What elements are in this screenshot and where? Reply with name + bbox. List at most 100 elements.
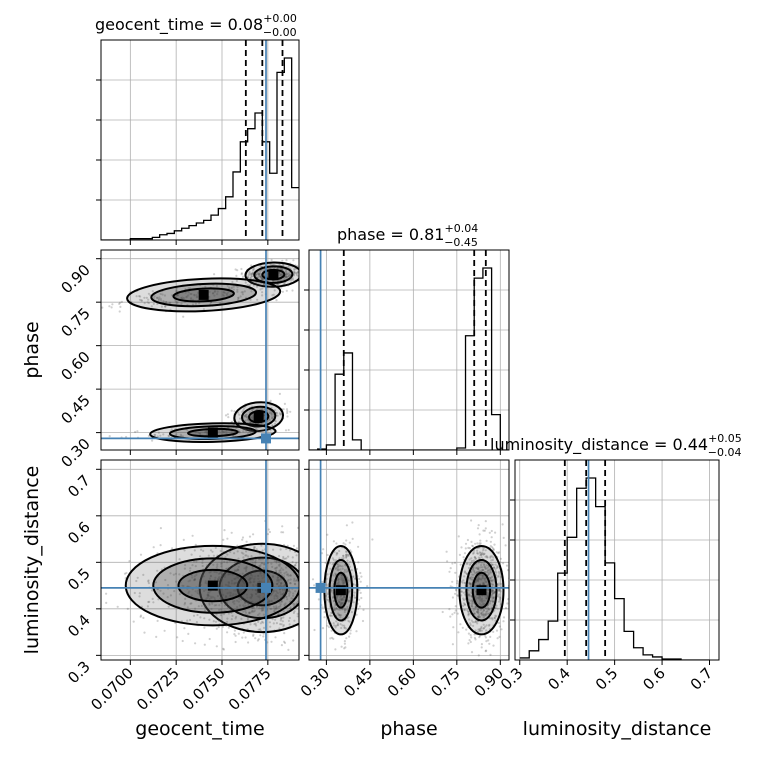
sample-point (469, 622, 472, 625)
sample-point (242, 631, 245, 634)
sample-point (465, 628, 468, 631)
sample-point (233, 589, 236, 592)
sample-point (345, 551, 348, 554)
sample-point (492, 566, 495, 570)
sample-point (259, 275, 262, 278)
sample-point (250, 593, 254, 596)
sample-point (268, 601, 271, 604)
sample-point (291, 278, 294, 281)
sample-point (289, 582, 292, 585)
sample-point (330, 629, 333, 632)
sample-point (479, 566, 482, 569)
sample-point (337, 599, 340, 602)
sample-point (304, 591, 306, 593)
sample-point (336, 567, 339, 570)
sample-point (285, 276, 288, 279)
contour-level-2 (172, 287, 235, 303)
sample-point (188, 590, 191, 593)
sample-point (334, 572, 337, 575)
sample-point (150, 305, 153, 308)
sample-point (202, 549, 205, 553)
sample-point (470, 559, 474, 562)
sample-point (273, 609, 276, 613)
sample-point (186, 606, 189, 609)
sample-point (263, 563, 266, 566)
sample-point (235, 581, 238, 584)
sample-point (285, 269, 288, 272)
sample-point (238, 597, 241, 600)
sample-point (487, 608, 491, 611)
sample-point (251, 567, 254, 570)
sample-point (342, 595, 346, 598)
sample-point (338, 564, 341, 567)
sample-point (362, 608, 365, 612)
sample-point (249, 273, 252, 276)
sample-point (119, 301, 122, 304)
sample-point (201, 561, 204, 565)
sample-point (159, 527, 162, 530)
sample-point (334, 604, 337, 607)
sample-point (279, 585, 282, 588)
sample-point (338, 557, 341, 560)
sample-point (261, 294, 264, 297)
sample-point (279, 413, 282, 416)
sample-point (277, 272, 280, 275)
sample-point (147, 579, 150, 582)
sample-point (330, 611, 333, 615)
sample-point (241, 572, 244, 575)
sample-point (343, 568, 346, 572)
sample-point (485, 564, 488, 567)
sample-point (183, 567, 186, 570)
sample-point (477, 608, 480, 611)
sample-point (342, 556, 345, 559)
sample-point (286, 580, 289, 583)
sample-point (483, 669, 485, 671)
sample-point (458, 553, 461, 557)
sample-point (342, 581, 345, 584)
sample-point (472, 566, 475, 569)
sample-point (291, 289, 294, 292)
sample-point (479, 629, 482, 632)
sample-point (490, 559, 493, 562)
sample-point (157, 299, 160, 302)
sample-point (470, 605, 473, 608)
sample-point (227, 581, 230, 584)
sample-point (275, 561, 278, 564)
sample-point (245, 568, 248, 571)
sample-point (175, 580, 178, 583)
sample-point (289, 582, 292, 585)
x-tick-label: 0.0775 (225, 664, 275, 714)
sample-point (219, 608, 223, 611)
sample-point (139, 553, 143, 556)
sample-point (282, 531, 285, 534)
sample-point (164, 578, 167, 582)
sample-point (206, 432, 209, 435)
sample-point (286, 573, 289, 576)
sample-point (465, 572, 469, 575)
sample-point (476, 576, 479, 579)
sample-point (334, 648, 337, 651)
sample-point (315, 580, 317, 582)
y-tick-label: 0.45 (57, 391, 93, 427)
sample-point (481, 597, 484, 600)
sample-point (300, 556, 302, 558)
sample-point (330, 590, 333, 593)
sample-point (245, 430, 248, 433)
sample-point (252, 610, 255, 613)
sample-point (469, 583, 472, 586)
sample-point (157, 431, 160, 434)
sample-point (311, 590, 313, 592)
sample-point (481, 594, 484, 598)
sample-point (471, 602, 474, 605)
sample-point (486, 588, 489, 592)
sample-point (260, 574, 263, 577)
sample-point (336, 565, 339, 568)
sample-point (492, 589, 495, 592)
sample-point (478, 596, 482, 599)
sample-point (473, 612, 476, 615)
sample-point (360, 596, 363, 600)
sample-point (236, 550, 239, 553)
sample-point (232, 288, 235, 291)
sample-point (468, 577, 471, 580)
hist-step-phase (309, 267, 509, 450)
